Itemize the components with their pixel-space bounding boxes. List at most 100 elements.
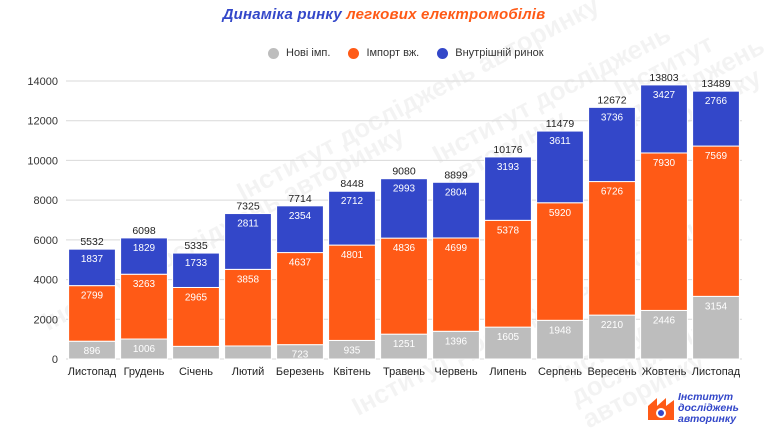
total-label: 12672 bbox=[597, 94, 626, 106]
data-label: 2811 bbox=[237, 219, 259, 230]
x-tick-label: Липень bbox=[489, 366, 527, 378]
legend-label-domestic: Внутрішній ринок bbox=[455, 47, 544, 59]
x-tick-label: Листопад bbox=[68, 366, 117, 378]
bar-segment bbox=[172, 252, 220, 288]
legend-item-used-import: Імпорт вж. bbox=[348, 47, 419, 59]
data-label: 1948 bbox=[549, 325, 572, 336]
data-label: 2712 bbox=[341, 196, 364, 207]
data-label: 2354 bbox=[289, 211, 312, 222]
legend: Нові імп. Імпорт вж. Внутрішній ринок bbox=[268, 47, 544, 59]
data-label: 1251 bbox=[393, 339, 416, 350]
bar-segment bbox=[692, 145, 740, 297]
logo-line-1: Інститут bbox=[678, 391, 734, 403]
data-label: 3858 bbox=[237, 274, 260, 285]
bar-segment bbox=[172, 345, 220, 360]
logo: Інститут досліджень авторинку bbox=[648, 391, 739, 425]
legend-swatch-new-import bbox=[268, 47, 279, 59]
y-tick-label: 2000 bbox=[34, 314, 58, 326]
total-label: 5532 bbox=[80, 236, 104, 248]
total-label: 7714 bbox=[288, 193, 312, 205]
data-label: 5378 bbox=[497, 225, 520, 236]
data-label: 3263 bbox=[133, 279, 156, 290]
x-tick-label: Серпень bbox=[538, 366, 582, 378]
y-tick-label: 14000 bbox=[27, 76, 58, 88]
data-label: 2446 bbox=[653, 315, 676, 326]
total-label: 8899 bbox=[444, 169, 468, 181]
x-tick-label: Грудень bbox=[124, 366, 165, 378]
bar-segment bbox=[536, 130, 584, 204]
x-tick-label: Травень bbox=[383, 366, 425, 378]
data-label: 935 bbox=[344, 345, 361, 356]
data-label: 3611 bbox=[549, 136, 571, 147]
data-label: 2799 bbox=[81, 291, 104, 302]
total-label: 8448 bbox=[340, 178, 364, 190]
y-tick-label: 8000 bbox=[34, 195, 58, 207]
y-tick-label: 0 bbox=[52, 354, 58, 366]
chart-title: Динаміка ринку легкових електромобілів bbox=[0, 6, 768, 23]
data-label: 4637 bbox=[289, 258, 312, 269]
data-label: 2993 bbox=[393, 184, 416, 195]
logo-line-2: досліджень bbox=[678, 402, 739, 415]
data-label: 1396 bbox=[445, 336, 468, 347]
data-label: 3427 bbox=[653, 90, 676, 101]
bar-segment bbox=[276, 205, 324, 254]
logo-text: Інститут досліджень авторинку bbox=[678, 391, 739, 425]
data-label: 4836 bbox=[393, 243, 416, 254]
data-label: 1006 bbox=[133, 344, 156, 355]
data-label: 3154 bbox=[705, 301, 728, 312]
bar-segment bbox=[172, 286, 220, 347]
bar-segment bbox=[224, 268, 272, 347]
legend-item-domestic: Внутрішній ринок bbox=[437, 47, 544, 59]
bar-segment bbox=[68, 285, 116, 342]
bar-segment bbox=[432, 181, 480, 239]
x-tick-label: Вересень bbox=[587, 366, 636, 378]
total-label: 5335 bbox=[184, 240, 208, 252]
bar-segment bbox=[380, 237, 428, 335]
bar-segment bbox=[484, 326, 532, 360]
y-tick-label: 10000 bbox=[27, 155, 58, 167]
bar-segment bbox=[484, 156, 532, 221]
bar-segment bbox=[484, 219, 532, 328]
data-label: 2210 bbox=[601, 320, 624, 331]
data-label: 1837 bbox=[81, 254, 104, 265]
bar-segment bbox=[692, 295, 740, 360]
total-label: 11479 bbox=[546, 118, 575, 130]
total-label: 7325 bbox=[236, 201, 260, 213]
bar-segment bbox=[120, 237, 168, 275]
bar-segment bbox=[536, 319, 584, 360]
x-tick-label: Жовтень bbox=[642, 366, 687, 378]
data-label: 4801 bbox=[341, 250, 364, 261]
data-label: 3193 bbox=[497, 162, 520, 173]
total-label: 13803 bbox=[649, 72, 678, 84]
bar-segment bbox=[692, 90, 740, 147]
title-part-2: легкових електромобілів bbox=[346, 6, 546, 23]
bar-segment bbox=[328, 190, 376, 246]
data-label: 4699 bbox=[445, 243, 468, 254]
legend-item-new-import: Нові імп. bbox=[268, 47, 330, 59]
data-label: 2766 bbox=[705, 96, 728, 107]
bar-segment bbox=[588, 181, 636, 316]
data-label: 5920 bbox=[549, 208, 572, 219]
data-label: 2804 bbox=[445, 187, 468, 198]
data-label: 7569 bbox=[705, 151, 728, 162]
bar-segment bbox=[224, 213, 272, 270]
data-label: 1733 bbox=[185, 258, 208, 269]
data-label: 7930 bbox=[653, 158, 676, 169]
data-label: 723 bbox=[292, 350, 309, 361]
total-label: 9080 bbox=[392, 166, 416, 178]
data-label: 1605 bbox=[497, 332, 520, 343]
bar-segment bbox=[640, 309, 688, 360]
x-tick-label: Червень bbox=[434, 366, 477, 378]
bar-segment bbox=[640, 152, 688, 311]
bar-segment bbox=[588, 314, 636, 360]
bar-segment bbox=[224, 345, 272, 360]
data-label: 6726 bbox=[601, 187, 624, 198]
y-tick-label: 6000 bbox=[34, 235, 58, 247]
bar-segment bbox=[536, 202, 584, 321]
data-label: 3736 bbox=[601, 112, 624, 123]
legend-label-used-import: Імпорт вж. bbox=[366, 47, 420, 59]
x-tick-label: Березень bbox=[276, 366, 324, 378]
bar-segment bbox=[68, 248, 116, 287]
total-label: 10176 bbox=[493, 144, 522, 156]
